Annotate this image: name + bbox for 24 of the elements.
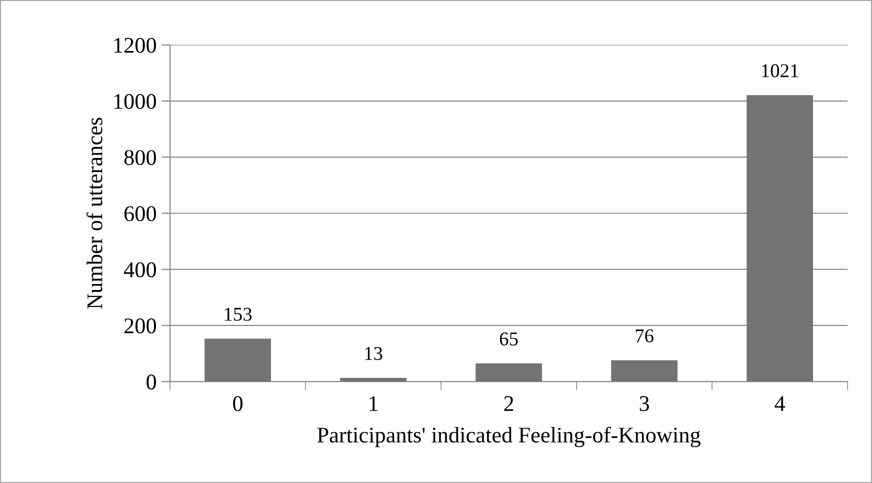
bar (746, 95, 814, 382)
x-tick-label: 2 (504, 396, 514, 411)
y-tick-label: 0 (146, 374, 156, 390)
data-label: 1021 (762, 64, 798, 78)
x-tick-label: 1 (370, 396, 378, 411)
y-tick-label: 400 (124, 262, 156, 278)
y-tick-label: 1000 (114, 94, 156, 109)
y-tick-label: 1200 (114, 38, 156, 53)
x-tick-label: 3 (640, 396, 650, 412)
data-label: 13 (365, 347, 382, 360)
y-tick-label: 600 (124, 206, 156, 222)
x-tick-label: 0 (233, 396, 243, 412)
data-label: 76 (636, 329, 654, 342)
data-label: 153 (224, 308, 252, 321)
x-axis-title: Participants' indicated Feeling-of-Knowing (317, 426, 700, 448)
bar (204, 338, 271, 382)
x-tick-label: 4 (774, 396, 786, 411)
y-tick-label: 200 (124, 318, 156, 334)
bar (340, 378, 407, 382)
y-tick-label: 800 (124, 150, 156, 166)
bar (476, 363, 542, 382)
bar (611, 360, 678, 382)
y-axis-title: Number of utterances (86, 118, 102, 309)
data-label: 65 (500, 332, 518, 346)
